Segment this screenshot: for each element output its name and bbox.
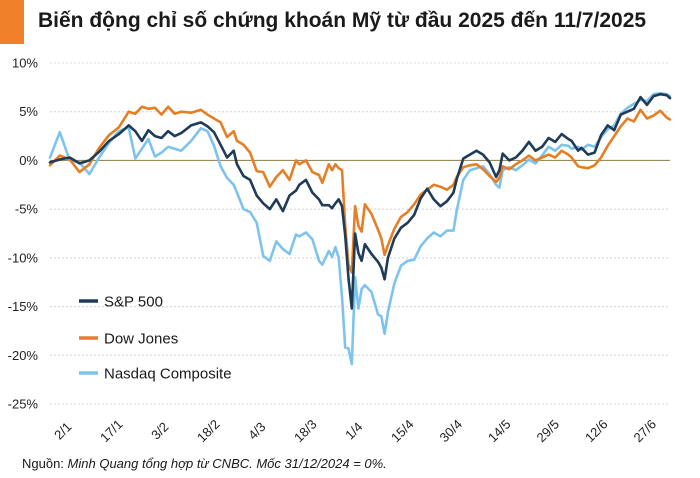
source-note: Nguồn: Minh Quang tổng hợp từ CNBC. Mốc …: [22, 456, 387, 471]
grid-lines: [50, 62, 670, 405]
y-tick-label: -25%: [8, 397, 39, 412]
y-tick-label: 10%: [12, 56, 38, 71]
y-tick-label: 0%: [19, 153, 38, 168]
x-tick-label: 18/3: [291, 417, 320, 446]
title-accent-bar: [0, 0, 24, 44]
x-tick-label: 18/2: [194, 417, 223, 446]
x-tick-label: 3/2: [148, 419, 171, 442]
y-tick-label: 5%: [19, 104, 38, 119]
line-chart: 10% 5% 0% -5% -10% -15% -20% -25% 2/1 17/1 3/2 18/…: [8, 56, 672, 446]
series-line-s-p-500: [48, 92, 672, 310]
title-bar: Biến động chỉ số chứng khoán Mỹ từ đầu 2…: [0, 0, 700, 44]
source-prefix: Nguồn:: [22, 456, 68, 471]
y-tick-label: -20%: [8, 348, 39, 363]
x-tick-label: 27/6: [631, 417, 660, 446]
x-tick-label: 17/1: [97, 417, 126, 446]
chart-title: Biến động chỉ số chứng khoán Mỹ từ đầu 2…: [38, 9, 647, 32]
legend-label: Dow Jones: [104, 331, 178, 348]
x-tick-label: 12/6: [582, 417, 611, 446]
source-text: Minh Quang tổng hợp từ CNBC. Mốc 31/12/2…: [67, 456, 387, 471]
x-tick-label: 29/5: [534, 417, 563, 446]
x-axis-tick-labels: 2/1 17/1 3/2 18/2 4/3 18/3 1/4 15/4 30/4 14/5 29/5…: [51, 417, 659, 446]
legend-label: Nasdaq Composite: [104, 366, 232, 383]
x-tick-label: 2/1: [51, 419, 74, 442]
series-line-dow-jones: [48, 105, 672, 274]
y-axis-tick-labels: 10% 5% 0% -5% -10% -15% -20% -25%: [8, 56, 39, 412]
series-lines: [48, 91, 672, 366]
y-tick-label: -5%: [15, 202, 39, 217]
series-line-nasdaq-composite: [48, 91, 672, 366]
x-tick-label: 14/5: [485, 417, 514, 446]
y-tick-label: -10%: [8, 250, 39, 265]
x-tick-label: 1/4: [342, 419, 365, 442]
x-tick-label: 15/4: [388, 417, 417, 446]
legend: S&P 500 Dow Jones Nasdaq Composite: [79, 294, 232, 383]
legend-label: S&P 500: [104, 294, 163, 311]
x-tick-label: 30/4: [437, 417, 466, 446]
x-tick-label: 4/3: [245, 419, 268, 442]
y-tick-label: -15%: [8, 299, 39, 314]
